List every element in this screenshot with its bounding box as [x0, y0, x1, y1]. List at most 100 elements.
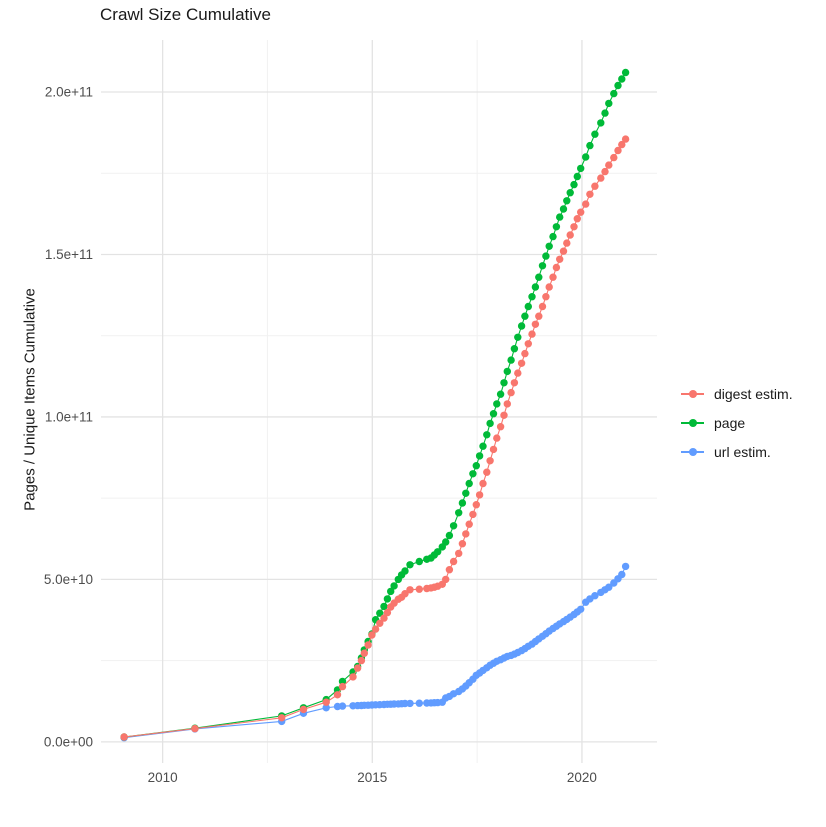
data-point-page: [517, 322, 526, 330]
data-point-digest-estim: [333, 691, 342, 699]
data-point-digest-estim: [514, 369, 522, 377]
data-point-page: [496, 390, 505, 398]
data-point-page: [465, 479, 473, 488]
data-point-digest-estim: [465, 520, 473, 528]
data-point-page: [445, 531, 454, 540]
data-point-url-estim: [591, 592, 599, 600]
data-point-digest-estim: [591, 182, 599, 190]
data-point-digest-estim: [586, 190, 594, 198]
data-point-digest-estim: [577, 208, 585, 216]
page-dot-icon: [688, 418, 697, 427]
data-point-page: [449, 522, 458, 530]
data-point-digest-estim: [496, 423, 505, 431]
data-point-digest-estim: [442, 575, 450, 584]
data-point-digest-estim: [503, 400, 511, 408]
data-point-page: [621, 68, 630, 77]
y-tick-label: 5.0e+10: [44, 572, 93, 587]
data-point-url-estim: [338, 702, 347, 710]
legend-item-digest-estim: digest estim.: [681, 379, 793, 408]
data-point-digest-estim: [535, 312, 543, 320]
data-point-page: [458, 499, 467, 507]
data-point-page: [406, 561, 414, 569]
data-point-url-estim: [605, 583, 613, 591]
page-key-icon: [681, 418, 704, 427]
data-point-page: [455, 509, 463, 517]
data-point-digest-estim: [545, 283, 553, 291]
data-point-page: [338, 677, 347, 686]
legend-label-digest-estim: digest estim.: [714, 385, 793, 402]
data-point-digest-estim: [538, 302, 547, 311]
data-point-url-estim: [621, 562, 630, 571]
data-point-digest-estim: [472, 501, 480, 509]
data-point-page: [469, 470, 477, 478]
data-point-digest-estim: [489, 445, 498, 454]
data-point-digest-estim: [401, 590, 409, 598]
data-point-digest-estim: [376, 619, 384, 627]
data-point-digest-estim: [322, 698, 330, 706]
data-point-page: [507, 356, 515, 364]
data-point-page: [486, 419, 494, 428]
digest-estim-key-icon: [681, 389, 704, 398]
data-point-url-estim: [618, 570, 626, 579]
legend-item-page: page: [681, 408, 793, 437]
data-point-digest-estim: [458, 540, 467, 548]
data-point-digest-estim: [364, 641, 372, 649]
data-point-page: [383, 595, 392, 603]
url-estim-key-icon: [681, 447, 704, 456]
data-point-digest-estim: [455, 549, 463, 558]
data-point-digest-estim: [597, 174, 605, 182]
data-point-digest-estim: [462, 530, 470, 538]
data-point-digest-estim: [507, 388, 515, 397]
series-line-page: [124, 72, 627, 738]
data-point-digest-estim: [353, 664, 362, 672]
data-point-page: [614, 81, 622, 90]
data-point-digest-estim: [528, 330, 536, 338]
data-point-page: [503, 367, 511, 376]
data-point-digest-estim: [531, 320, 540, 328]
data-point-url-estim: [322, 704, 330, 712]
data-point-digest-estim: [570, 223, 578, 231]
legend-item-url-estim: url estim.: [681, 437, 793, 466]
data-point-page: [549, 232, 557, 241]
data-point-digest-estim: [338, 682, 347, 691]
data-point-page: [597, 119, 605, 127]
legend: digest estim. page url estim.: [681, 379, 793, 466]
data-point-digest-estim: [479, 479, 487, 488]
series-line-url-estim: [124, 566, 627, 739]
data-point-digest-estim: [349, 673, 357, 681]
data-point-page: [573, 172, 581, 181]
series-line-digest-estim: [124, 138, 627, 738]
y-tick-label: 2.0e+11: [45, 84, 93, 99]
data-point-digest-estim: [299, 705, 308, 714]
data-point-page: [610, 89, 618, 98]
data-point-page: [493, 400, 501, 408]
data-point-digest-estim: [552, 263, 561, 272]
data-point-digest-estim: [524, 340, 532, 348]
data-point-digest-estim: [618, 140, 626, 149]
data-point-page: [475, 452, 484, 460]
data-point-digest-estim: [601, 167, 609, 176]
data-point-url-estim: [415, 699, 423, 707]
data-point-page: [462, 489, 470, 497]
data-point-digest-estim: [415, 585, 423, 593]
data-point-page: [538, 262, 547, 270]
data-point-digest-estim: [556, 255, 564, 263]
x-tick-label: 2010: [148, 770, 178, 785]
data-point-digest-estim: [605, 161, 613, 169]
data-point-digest-estim: [610, 153, 618, 162]
data-point-digest-estim: [517, 359, 526, 367]
data-point-digest-estim: [191, 724, 199, 733]
data-point-page: [563, 197, 571, 205]
data-point-digest-estim: [380, 614, 388, 622]
legend-label-url-estim: url estim.: [714, 443, 771, 460]
data-point-page: [472, 462, 480, 470]
y-tick-label: 0.0e+00: [44, 734, 93, 749]
data-point-page: [591, 130, 599, 138]
data-point-page: [531, 283, 540, 291]
url-estim-dot-icon: [688, 447, 697, 456]
data-point-page: [556, 213, 564, 221]
data-point-page: [376, 609, 384, 617]
data-point-digest-estim: [621, 135, 630, 143]
